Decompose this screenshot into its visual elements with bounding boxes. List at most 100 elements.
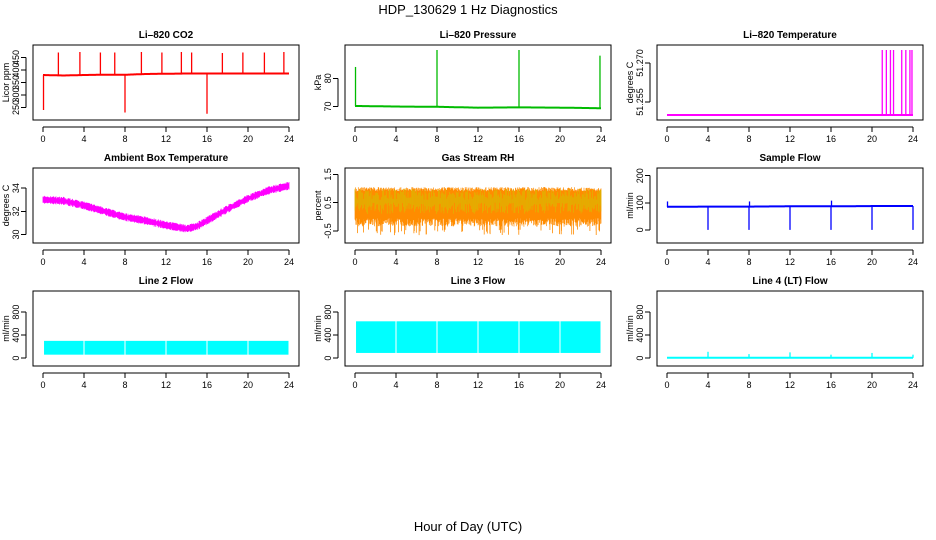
panel-title: Gas Stream RH <box>442 153 515 164</box>
data-block-segment <box>44 340 84 355</box>
y-tick-label: 200 <box>635 168 645 183</box>
data-series-band-secondary <box>354 188 602 214</box>
data-block-segment <box>478 321 519 353</box>
x-tick-label: 16 <box>826 134 836 144</box>
x-axis: 0 4 8 12 16 20 24 <box>664 249 918 267</box>
chart-panel-3: Li–820 Temperature degrees C 0 4 8 12 16 20 24 51… <box>625 30 924 144</box>
y-tick-label: 0 <box>635 356 645 361</box>
panel-frame <box>32 290 300 367</box>
x-tick-label: 12 <box>473 380 483 390</box>
x-tick-label: 8 <box>434 134 439 144</box>
x-tick-label: 20 <box>867 134 877 144</box>
y-axis: 70 80 <box>323 73 339 112</box>
panel-frame <box>656 167 924 244</box>
x-axis: 0 4 8 12 16 20 24 <box>40 126 294 144</box>
y-axis-label: kPa <box>313 75 323 91</box>
y-tick-label: 0 <box>323 356 333 361</box>
y-tick-label: 800 <box>635 305 645 320</box>
y-axis: 30 32 34 <box>11 183 27 240</box>
plot-area <box>667 351 914 359</box>
y-tick-label: 51.270 <box>635 49 645 77</box>
x-tick-label: 4 <box>705 134 710 144</box>
panel-frame <box>32 167 300 244</box>
plot-area <box>354 50 601 110</box>
x-tick-label: 16 <box>514 380 524 390</box>
x-tick-label: 24 <box>596 380 606 390</box>
plot-area <box>42 182 290 233</box>
panel-frame <box>344 290 612 367</box>
panel-title: Line 4 (LT) Flow <box>752 276 828 287</box>
data-series-dips <box>357 216 600 236</box>
x-tick-label: 4 <box>393 257 398 267</box>
x-tick-label: 0 <box>40 134 45 144</box>
panel-frame <box>656 44 924 121</box>
panel-title: Li–820 CO2 <box>139 30 194 41</box>
x-tick-label: 12 <box>473 134 483 144</box>
x-tick-label: 8 <box>434 257 439 267</box>
x-tick-label: 0 <box>40 380 45 390</box>
chart-panel-8: Line 3 Flow ml/min 0 4 8 12 16 20 24 0 400 800 <box>313 276 612 390</box>
y-tick-label: 70 <box>323 102 333 112</box>
x-tick-label: 4 <box>81 257 86 267</box>
y-tick-label: 400 <box>635 328 645 343</box>
x-tick-label: 20 <box>243 257 253 267</box>
x-tick-label: 12 <box>473 257 483 267</box>
x-tick-label: 0 <box>664 380 669 390</box>
y-axis: -0.5 0.5 1.5 <box>323 168 339 239</box>
data-series-line <box>355 105 601 110</box>
y-tick-label: 300 <box>11 87 21 102</box>
y-axis-label: degrees C <box>1 184 11 226</box>
x-axis: 0 4 8 12 16 20 24 <box>352 372 606 390</box>
plot-area <box>354 187 602 236</box>
chart-panel-5: Gas Stream RH percent 0 4 8 12 16 20 24 -0.5 0.5 1.… <box>313 153 612 267</box>
x-tick-label: 20 <box>243 134 253 144</box>
y-axis: 0 400 800 <box>11 305 27 361</box>
y-tick-label: 80 <box>323 73 333 83</box>
x-tick-label: 12 <box>161 257 171 267</box>
x-tick-label: 20 <box>867 257 877 267</box>
x-tick-label: 24 <box>908 134 918 144</box>
data-block-segment <box>248 340 289 355</box>
figure-title: HDP_130629 1 Hz Diagnostics <box>378 2 558 17</box>
chart-panel-4: Ambient Box Temperature degrees C 0 4 8 12 16 2… <box>1 153 300 267</box>
panel-title: Line 3 Flow <box>451 276 506 287</box>
x-tick-label: 8 <box>122 257 127 267</box>
y-tick-label: 51.255 <box>635 88 645 116</box>
x-tick-label: 8 <box>122 134 127 144</box>
x-tick-label: 12 <box>785 134 795 144</box>
x-tick-label: 4 <box>393 380 398 390</box>
x-tick-label: 4 <box>81 380 86 390</box>
data-block-segment <box>207 340 248 355</box>
x-axis: 0 4 8 12 16 20 24 <box>664 126 918 144</box>
data-block-segment <box>396 321 437 353</box>
x-tick-label: 0 <box>40 257 45 267</box>
x-axis: 0 4 8 12 16 20 24 <box>664 372 918 390</box>
x-tick-label: 20 <box>555 134 565 144</box>
x-tick-label: 0 <box>352 380 357 390</box>
data-block-segment <box>166 340 207 355</box>
x-axis: 0 4 8 12 16 20 24 <box>352 126 606 144</box>
y-tick-label: 400 <box>11 328 21 343</box>
x-tick-label: 24 <box>908 380 918 390</box>
x-tick-label: 20 <box>555 257 565 267</box>
data-block-segment <box>356 321 396 353</box>
x-tick-label: 24 <box>284 257 294 267</box>
panel-title: Line 2 Flow <box>139 276 194 287</box>
y-tick-label: 250 <box>11 100 21 115</box>
y-axis: 0 400 800 <box>635 305 651 361</box>
x-axis: 0 4 8 12 16 20 24 <box>40 249 294 267</box>
y-tick-label: 400 <box>11 62 21 77</box>
x-tick-label: 16 <box>826 380 836 390</box>
data-block-segment <box>519 321 560 353</box>
panel-title: Li–820 Temperature <box>743 30 837 41</box>
x-tick-label: 0 <box>352 257 357 267</box>
y-tick-label: 350 <box>11 75 21 90</box>
data-block-segment <box>437 321 478 353</box>
x-tick-label: 4 <box>705 380 710 390</box>
x-tick-label: 8 <box>746 257 751 267</box>
data-series-band <box>42 182 290 233</box>
x-axis: 0 4 8 12 16 20 24 <box>40 372 294 390</box>
